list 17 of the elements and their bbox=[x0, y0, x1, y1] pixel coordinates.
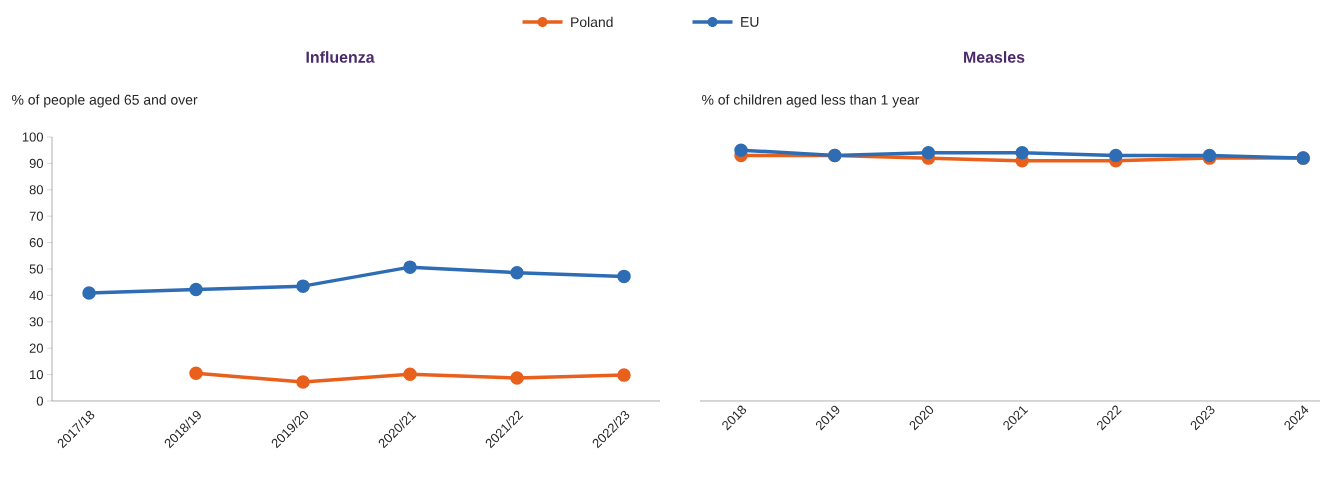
y-tick-label: 70 bbox=[29, 211, 43, 221]
y-tick-label: 0 bbox=[36, 396, 43, 406]
y-tick-label: 40 bbox=[29, 290, 43, 300]
y-axis-title: % of children aged less than 1 year bbox=[702, 94, 920, 108]
y-tick-label: 30 bbox=[29, 317, 43, 327]
y-tick-label: 50 bbox=[29, 264, 43, 274]
y-tick-label: 100 bbox=[22, 132, 43, 142]
y-tick-label: 80 bbox=[29, 185, 43, 195]
chart-title: Measles bbox=[964, 51, 1025, 63]
y-tick-label: 60 bbox=[29, 238, 43, 248]
y-tick-label: 10 bbox=[30, 370, 43, 380]
y-axis-title: % of people aged 65 and over bbox=[12, 94, 198, 108]
legend-label: EU bbox=[741, 17, 759, 27]
y-tick-label: 20 bbox=[29, 343, 43, 353]
chart-title: Influenza bbox=[306, 51, 375, 63]
legend-label: Poland bbox=[571, 16, 613, 28]
y-tick-label: 90 bbox=[29, 158, 43, 168]
